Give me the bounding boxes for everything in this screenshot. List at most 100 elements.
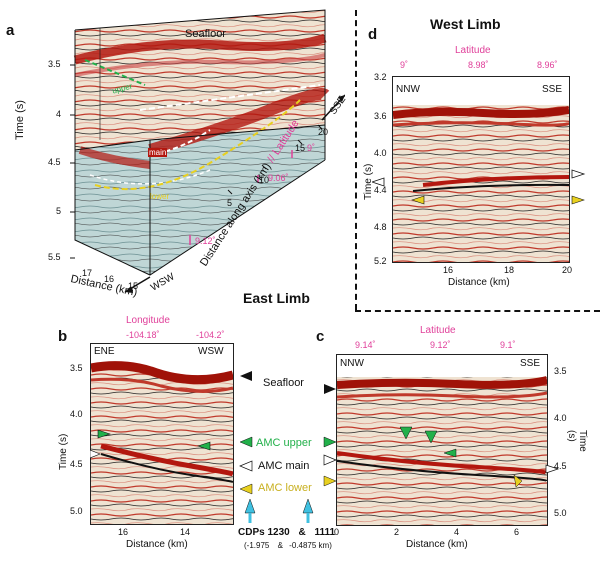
panel-b-label: b (58, 328, 68, 345)
panel-d-dir-right: SSE (542, 84, 563, 95)
panel-a-dist-tick: 17 (82, 268, 93, 278)
east-limb-title: East Limb (243, 290, 310, 306)
panel-c-time-tick: 4.5 (554, 461, 567, 471)
seafloor-arrow-left (240, 371, 252, 381)
panel-a-lower-tag: lower (150, 192, 170, 201)
panel-a-time-label: Time (s) (14, 100, 26, 140)
amc-main-arrow-left (239, 460, 253, 472)
panel-d-dist-label: Distance (km) (448, 277, 510, 288)
panel-d-time-tick: 3.6 (374, 111, 387, 121)
cdp-arrow-2 (302, 498, 314, 514)
panel-b-lon-tick: -104.18˚ (126, 330, 160, 340)
panel-c-dist-label: Distance (km) (406, 539, 468, 550)
legend-arrows (239, 371, 337, 523)
panel-b-dist-tick: 14 (180, 527, 191, 537)
panel-a-axis-tick: 20 (318, 127, 329, 137)
panel-b-lon-tick: -104.2˚ (196, 330, 225, 340)
green-arrow (443, 448, 457, 458)
coords-1: (-1.975 (244, 541, 270, 550)
white-arrow-right (571, 169, 586, 179)
coords-amp: & (277, 541, 283, 550)
panel-b-time-tick: 4.5 (70, 459, 83, 469)
legend-amc-main: AMC main (258, 460, 310, 472)
yellow-arrow-right (513, 474, 523, 488)
cdps-label: CDPs 1230 (238, 527, 290, 538)
panel-c-label: c (316, 328, 325, 345)
panel-d-time-tick: 4.0 (374, 148, 387, 158)
panel-c-dist-tick: 4 (454, 527, 460, 537)
panel-d-time-tick: 4.4 (374, 185, 387, 195)
panel-d-arrows (372, 169, 586, 205)
amc-upper-arrow-left (239, 436, 253, 448)
white-arrow-left (372, 177, 385, 187)
panel-a-time-tick: 3.5 (48, 59, 61, 69)
panel-c-time-tick: 5.0 (554, 508, 567, 518)
panel-c-dist-tick: 0 (334, 527, 340, 537)
yellow-arrow-left (411, 195, 425, 205)
panel-d-divider-vertical (355, 10, 357, 310)
yellow-arrow-right (571, 195, 585, 205)
panel-c-dir-right: SSE (520, 358, 541, 369)
amc-upper-arrow-right (323, 436, 337, 448)
panel-c-dist-tick: 2 (394, 527, 400, 537)
panel-b-dir-left: ENE (94, 346, 115, 357)
legend-cdps: CDPs 1230 & 1111 (238, 527, 335, 538)
green-arrow-right (197, 441, 211, 451)
panel-d-lat-tick: 9˚ (400, 60, 409, 70)
panel-a-axis-tick: 15 (295, 143, 306, 153)
panel-a-lat-tick: 9.06˚ (268, 173, 289, 183)
amc-main-arrow-right (323, 454, 337, 466)
panel-c-time-label: Time (s) (566, 430, 588, 452)
panel-d-time-tick: 4.8 (374, 222, 387, 232)
legend-amc-lower: AMC lower (258, 482, 312, 494)
panel-a-axis-tick: 5 (227, 198, 233, 208)
legend-amc-upper: AMC upper (256, 437, 312, 449)
panel-b-arrows (90, 429, 211, 459)
panel-c-lat-tick: 9.1˚ (500, 340, 516, 350)
panel-b-seismic (90, 343, 234, 525)
panel-c-top-label: Latitude (420, 325, 456, 336)
panel-b-time-label: Time (s) (58, 433, 69, 470)
panel-a-dist-tick: 16 (104, 274, 115, 284)
panel-a-time-tick: 4.5 (48, 157, 61, 167)
panel-a-seismic-cube (70, 9, 345, 293)
legend-seafloor: Seafloor (263, 377, 304, 389)
panel-b-dir-right: WSW (198, 346, 224, 357)
coords-2: -0.4875 km) (289, 541, 332, 550)
white-arrow-right (545, 464, 560, 474)
panel-c-lat-tick: 9.14˚ (355, 340, 376, 350)
amc-upper-dash (84, 59, 146, 86)
green-arrow-left (97, 429, 111, 439)
panel-d-dir-left: NNW (396, 84, 420, 95)
seafloor-arrow-right (324, 384, 336, 394)
amc-lower-arrow-left (239, 483, 253, 495)
panel-c-dist-tick: 6 (514, 527, 520, 537)
panel-d-seismic (392, 76, 570, 263)
panel-d-lat-tick: 8.96˚ (537, 60, 558, 70)
panel-b-time-tick: 5.0 (70, 506, 83, 516)
panel-a-time-tick: 5 (56, 206, 62, 216)
cdp2-label: 1111 (314, 527, 336, 538)
panel-c-seismic (336, 354, 548, 526)
panel-d-time-tick: 5.2 (374, 256, 387, 266)
panel-c-arrows (399, 426, 560, 488)
panel-a-main-tag: main (148, 148, 168, 157)
panel-b-dist-tick: 16 (118, 527, 129, 537)
panel-c-dir-left: NNW (340, 358, 364, 369)
panel-d-time-tick: 3.2 (374, 72, 387, 82)
panel-a-lat-tick: 9.12˚ (195, 236, 216, 246)
cdp-arrow-1 (244, 498, 256, 514)
panel-b-time-tick: 4.0 (70, 409, 83, 419)
panel-c-time-tick: 4.0 (554, 413, 567, 423)
panel-b-dist-label: Distance (km) (126, 539, 188, 550)
panel-d-title: West Limb (430, 16, 501, 32)
panel-d-dist-tick: 20 (562, 265, 573, 275)
panel-a-time-tick: 4 (56, 109, 62, 119)
panel-b-top-label: Longitude (126, 315, 170, 326)
panel-a-lat-tick: 9˚ (307, 143, 316, 153)
panel-b-time-tick: 3.5 (70, 363, 83, 373)
panel-d-dist-tick: 16 (443, 265, 454, 275)
cdps-amp: & (298, 527, 306, 538)
amc-main-dash (139, 84, 321, 111)
panel-d-lat-tick: 8.98˚ (468, 60, 489, 70)
